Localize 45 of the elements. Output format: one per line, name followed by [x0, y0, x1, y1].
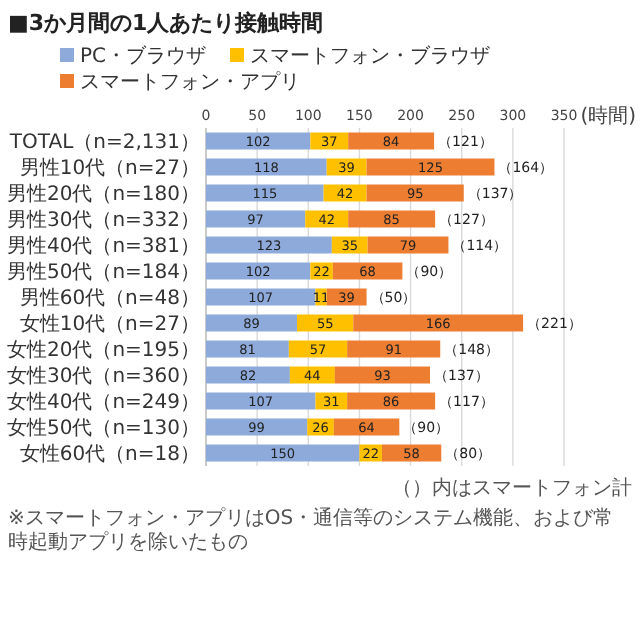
bar: [206, 392, 316, 410]
bar: [206, 418, 308, 436]
y-tick-label: 女性30代（n=360）: [6, 364, 200, 388]
bar: [332, 262, 403, 280]
y-tick-label: 女性40代（n=249）: [6, 390, 200, 414]
y-tick-label: 女性50代（n=130）: [6, 416, 200, 440]
text: ※スマートフォン・アプリはOS・通信等のシステム機能、および常時起動アプリを除いたもの: [8, 506, 614, 554]
bar: [366, 158, 495, 176]
chart-title: ■3か月間の1人あたり接触時間: [8, 10, 324, 36]
bar: [366, 184, 464, 202]
y-tick-label: 男性60代（n=48）: [19, 286, 200, 310]
bar: [206, 210, 306, 228]
legend-label: スマートフォン・ブラウザ: [250, 44, 491, 68]
bar: [206, 184, 324, 202]
bar: [348, 210, 436, 228]
bar: [347, 340, 441, 358]
bar: [206, 236, 332, 254]
bar: [348, 132, 435, 150]
y-tick-label: 女性10代（n=27）: [19, 312, 200, 336]
bar: [206, 444, 360, 462]
y-tick-label: 男性20代（n=180）: [6, 182, 200, 206]
bar: [333, 418, 400, 436]
y-tick-label: 男性40代（n=381）: [6, 234, 200, 258]
bar: [334, 366, 431, 384]
x-axis-title: (時間): [580, 104, 637, 128]
y-tick-label: 男性50代（n=184）: [6, 260, 200, 284]
bar: [206, 288, 316, 306]
y-tick-label: 女性60代（n=18）: [19, 442, 200, 466]
bar: [347, 392, 436, 410]
bar: [288, 340, 348, 358]
bar: [367, 236, 449, 254]
bar: [206, 366, 290, 384]
bar: [353, 314, 524, 332]
y-tick-label: TOTAL（n=2,131）: [7, 132, 200, 154]
legend-label: スマートフォン・アプリ: [80, 70, 300, 94]
legend-label: PC・ブラウザ: [80, 44, 207, 68]
bar: [206, 314, 298, 332]
bar: [206, 262, 311, 280]
text: （）内はスマートフォン計: [392, 476, 632, 500]
y-tick-label: 男性30代（n=332）: [6, 208, 200, 232]
y-tick-label: 女性20代（n=195）: [6, 338, 200, 362]
y-tick-label: 男性10代（n=27）: [19, 156, 200, 180]
bar: [206, 340, 289, 358]
bar: [206, 158, 327, 176]
bar: [206, 132, 311, 150]
